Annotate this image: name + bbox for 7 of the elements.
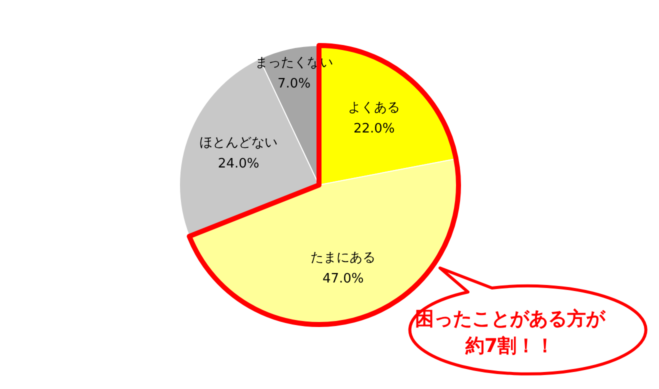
data-label: 24.0% <box>218 156 260 172</box>
data-label: 47.0% <box>322 271 364 286</box>
slice-label: よくある <box>348 100 400 116</box>
data-label: 22.0% <box>353 122 395 137</box>
slice-label: たまにある <box>310 250 376 266</box>
slice-label: ほとんどない <box>200 136 278 151</box>
data-label: 7.0% <box>278 76 311 92</box>
